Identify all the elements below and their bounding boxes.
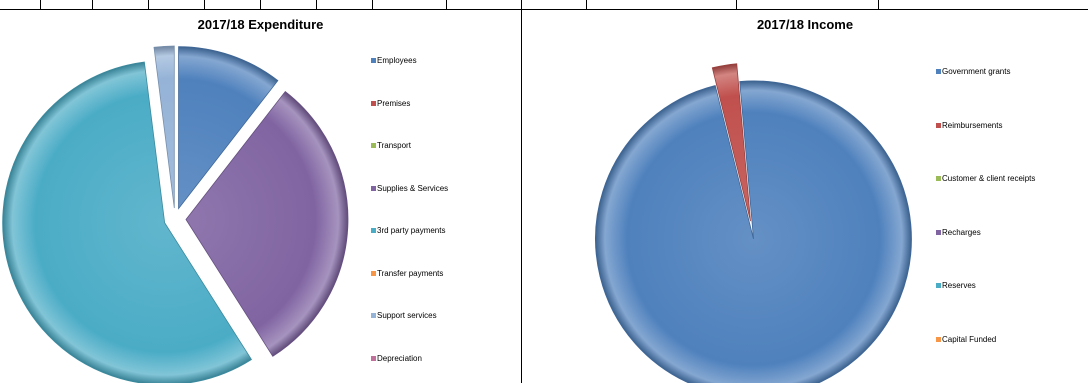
- pie-slice-3rd-party-payments[interactable]: [2, 61, 253, 383]
- legend-item: Supplies & Services: [371, 184, 448, 193]
- legend-swatch: [371, 355, 376, 361]
- legend-swatch: [371, 58, 376, 63]
- legend-label: Customer & client receipts: [942, 174, 1036, 183]
- legend-item: Recharges: [936, 228, 981, 237]
- pie-slice-government-grants[interactable]: [595, 80, 912, 383]
- legend-swatch: [371, 313, 376, 318]
- legend-swatch: [371, 143, 376, 148]
- chart-title: 2017/18 Expenditure: [197, 17, 324, 32]
- legend-item: Capital Funded: [936, 335, 996, 344]
- legend-label: Capital Funded: [942, 334, 997, 344]
- legend-item: Employees: [371, 56, 417, 65]
- grid-line: [372, 0, 373, 10]
- legend-item: Reimbursements: [936, 121, 1002, 130]
- legend-swatch: [936, 336, 941, 342]
- legend-item: Transfer payments: [371, 269, 443, 278]
- legend-swatch: [371, 270, 376, 276]
- legend-swatch: [371, 185, 376, 191]
- income-pie: [595, 63, 912, 383]
- pie-slice-support-services[interactable]: [153, 45, 175, 209]
- spreadsheet-grid-row: [0, 0, 1088, 10]
- legend-item: Transport: [371, 141, 411, 150]
- legend-item: Customer & client receipts: [936, 174, 1035, 183]
- legend-swatch: [936, 283, 941, 288]
- legend-item: Support services: [371, 311, 437, 320]
- pie-slice-employees[interactable]: [178, 46, 279, 210]
- legend-swatch: [936, 229, 941, 235]
- grid-line: [316, 0, 317, 10]
- chart-title: 2017/18 Income: [756, 17, 854, 32]
- legend-label: Depreciation: [377, 353, 422, 363]
- legend-item: Government grants: [936, 67, 1010, 76]
- legend-label: Transport: [377, 141, 411, 150]
- legend-swatch: [936, 176, 941, 181]
- legend-label: Premises: [377, 98, 411, 108]
- pie-slice-supplies-services[interactable]: [185, 90, 349, 357]
- legend-label: Support services: [377, 311, 437, 320]
- grid-line: [148, 0, 149, 10]
- legend-label: Reserves: [942, 281, 976, 290]
- legend-label: Reimbursements: [942, 120, 1003, 130]
- pie-slice-reimbursements[interactable]: [711, 63, 751, 222]
- legend-swatch: [371, 228, 376, 233]
- legend-item: Reserves: [936, 281, 976, 290]
- legend-item: Premises: [371, 99, 410, 108]
- expenditure-chart[interactable]: 2017/18 Expenditure Employees Premises Tra…: [0, 11, 521, 383]
- grid-line: [92, 0, 93, 10]
- legend-label: Employees: [377, 56, 417, 65]
- legend-label: Supplies & Services: [377, 183, 449, 193]
- legend-label: 3rd party payments: [377, 226, 446, 235]
- legend-item: Depreciation: [371, 354, 422, 363]
- grid-line: [586, 0, 587, 10]
- grid-line: [40, 0, 41, 10]
- income-chart[interactable]: 2017/18 Income Government grants Reimburs…: [522, 11, 1088, 383]
- legend-item: 3rd party payments: [371, 226, 445, 235]
- grid-line: [204, 0, 205, 10]
- grid-line: [260, 0, 261, 10]
- legend-swatch: [936, 122, 941, 128]
- legend-swatch: [936, 69, 941, 74]
- legend-swatch: [371, 100, 376, 106]
- grid-line: [736, 0, 737, 10]
- expenditure-pie: [2, 45, 349, 383]
- grid-line: [878, 0, 879, 10]
- legend-label: Recharges: [942, 227, 981, 237]
- grid-line: [0, 9, 1088, 10]
- panel-divider: [521, 0, 522, 383]
- legend-label: Government grants: [942, 67, 1011, 76]
- legend-label: Transfer payments: [377, 268, 444, 278]
- grid-line: [446, 0, 447, 10]
